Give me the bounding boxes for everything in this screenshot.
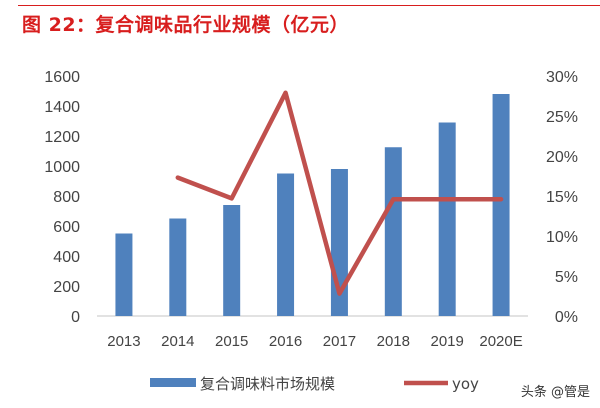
y-left-tick-label: 0: [71, 309, 80, 326]
chart-title: 图 22：复合调味品行业规模（亿元）: [22, 14, 350, 36]
y-left-tick-label: 200: [53, 279, 80, 296]
x-tick-label: 2018: [377, 333, 410, 350]
y-left-tick-label: 800: [53, 189, 80, 206]
legend-bar-label: 复合调味料市场规模: [200, 375, 335, 393]
y-right-tick-label: 30%: [546, 69, 578, 86]
legend-line-label: yoy: [452, 375, 479, 393]
y-right-tick-label: 5%: [555, 269, 578, 286]
bar-2020E: [492, 94, 510, 316]
y-right-tick-label: 15%: [546, 189, 578, 206]
x-tick-label: 2016: [269, 333, 302, 350]
bar-2018: [384, 147, 402, 316]
top-rule: [18, 5, 600, 6]
y-right-tick-label: 10%: [546, 229, 578, 246]
x-tick-label: 2013: [107, 333, 140, 350]
y-left-tick-label: 1000: [44, 159, 80, 176]
x-tick-label: 2017: [323, 333, 356, 350]
y-left-tick-label: 1200: [44, 129, 80, 146]
x-tick-label: 2019: [431, 333, 464, 350]
x-tick-label: 2020E: [479, 333, 522, 350]
y-right-tick-label: 25%: [546, 109, 578, 126]
bar-2015: [223, 205, 241, 316]
bar-2019: [438, 122, 456, 316]
y-right-tick-label: 0%: [555, 309, 578, 326]
y-left-tick-label: 400: [53, 249, 80, 266]
watermark: 头条 @管是: [520, 385, 590, 400]
y-left-tick-label: 1400: [44, 99, 80, 116]
y-left-tick-label: 1600: [44, 69, 80, 86]
bar-2013: [115, 233, 133, 316]
bar-2014: [169, 218, 187, 316]
legend-bar-swatch: [150, 378, 196, 387]
bar-2016: [277, 173, 295, 316]
y-left-tick-label: 600: [53, 219, 80, 236]
x-tick-label: 2015: [215, 333, 248, 350]
y-right-tick-label: 20%: [546, 149, 578, 166]
x-tick-label: 2014: [161, 333, 194, 350]
